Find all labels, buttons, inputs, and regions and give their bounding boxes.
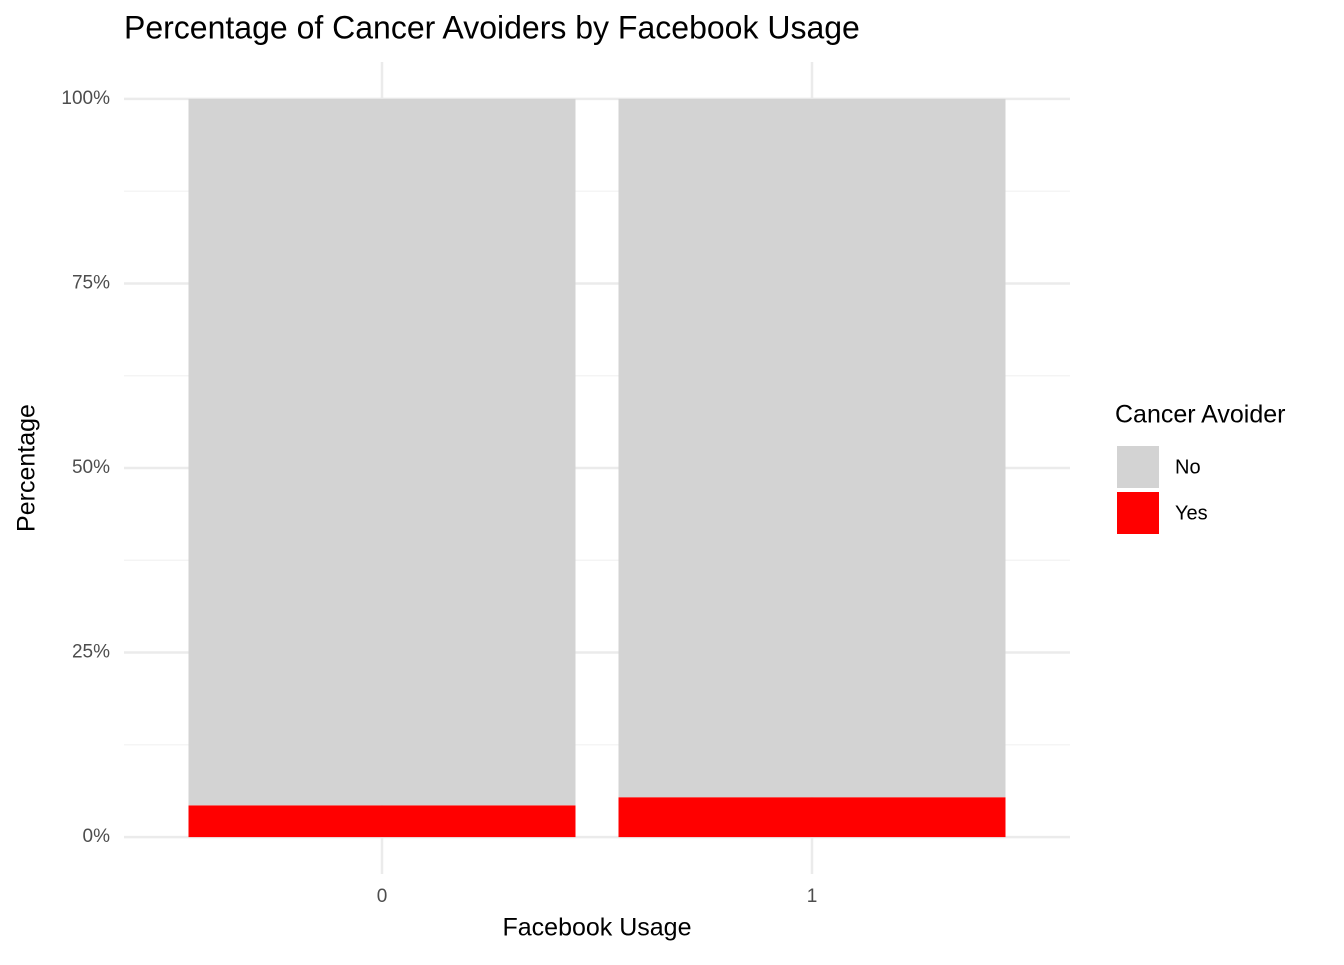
y-tick-label: 75% [72,272,110,293]
y-tick-label: 25% [72,642,110,663]
legend-title: Cancer Avoider [1115,401,1285,429]
x-tick-label: 0 [377,886,388,907]
bar-segment [188,98,576,806]
y-tick-label: 0% [83,826,111,847]
legend-label: No [1175,456,1201,478]
x-axis-title: Facebook Usage [502,914,691,942]
bar-segment [618,98,1006,798]
y-tick-label: 50% [72,457,110,478]
y-tick-label: 100% [61,88,110,109]
x-tick-label: 1 [807,886,818,907]
bar-segment [188,805,576,838]
bar-segment [618,797,1006,838]
legend-key [1117,492,1159,534]
y-axis-title: Percentage [13,404,41,532]
chart-title: Percentage of Cancer Avoiders by Faceboo… [124,9,860,45]
legend-key [1117,446,1159,488]
legend-label: Yes [1175,502,1208,524]
